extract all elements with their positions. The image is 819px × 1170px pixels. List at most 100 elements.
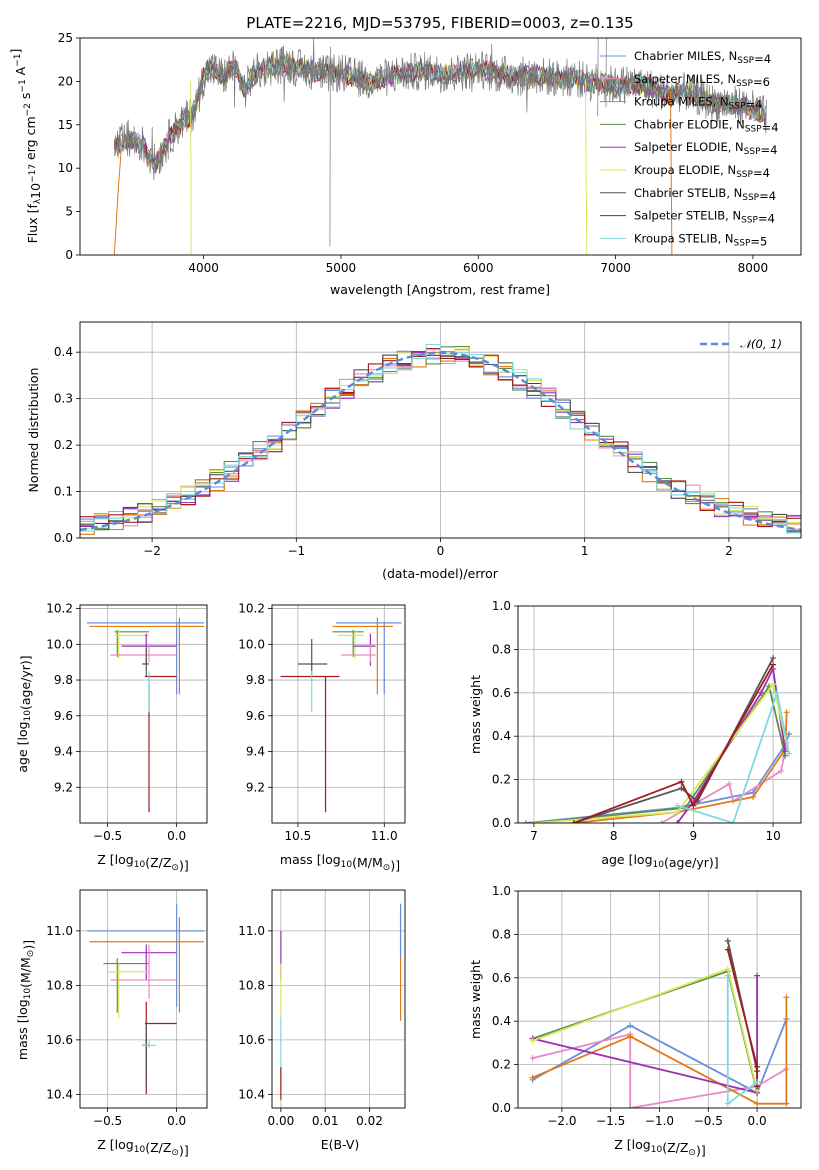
weight-point [674,820,681,823]
panel-6-xlabel: Z [log10(Z/Z⊙)] [97,1137,188,1158]
weight-line-kroupa-elodie [532,968,758,1091]
weight-point [724,966,731,973]
x-tick-label: 0.00 [268,1114,295,1128]
x-tick-label: 0.01 [312,1114,339,1128]
panel-4-xlabel: mass [log10(M/M⊙)] [280,852,400,873]
y-tick-label: 10.6 [238,1033,265,1047]
edge-drop [113,150,122,255]
axes-frame [79,37,802,256]
legend-entry: Kroupa ELODIE, NSSP=4 [634,163,770,180]
edge-drop [670,90,673,255]
panel-6-ylabel: mass [log10(M/M⊙)] [15,940,36,1060]
x-tick-label: 10 [765,829,780,843]
histogram-kroupa-stelib [80,343,801,534]
weight-line-salpeter-miles [532,1033,787,1108]
weight-point [754,1078,761,1085]
y-tick-label: 1.0 [492,884,511,898]
x-tick-label: 7000 [600,261,631,275]
axes-frame [517,890,802,1109]
weight-line-salpeter-stelib [726,949,758,1087]
x-tick-label: −0.5 [694,1114,723,1128]
x-tick-label: −0.5 [93,829,122,843]
panel-3-xlabel: Z [log10(Z/Z⊙)] [97,852,188,873]
x-tick-label: −0.5 [93,1114,122,1128]
y-tick-label: 0.1 [54,485,73,499]
x-tick-label: −1.5 [596,1114,625,1128]
weight-point [724,1100,731,1107]
y-tick-label: 10.4 [46,1087,73,1101]
weight-point [778,767,785,774]
y-tick-label: 10 [58,161,73,175]
spectrum-spike [329,46,331,247]
weight-point [529,1055,536,1062]
x-tick-label: 11.0 [371,829,398,843]
weight-point [674,802,681,809]
age-weight-panel-ylabel: mass weight [468,675,483,754]
weight-point [674,809,681,816]
y-tick-label: 10.8 [46,978,73,992]
spectrum-ylabel: Flux [fλ10−17 erg cm−2 s−1 A−1] [8,49,43,244]
legend-entry: Chabrier STELIB, NSSP=4 [634,186,776,203]
weight-point [627,1105,634,1108]
weight-point [754,1063,761,1070]
weight-point [627,1033,634,1040]
y-tick-label: 0.4 [492,1014,511,1028]
x-tick-label: 8 [610,829,618,843]
y-tick-label: 25 [58,31,73,45]
y-tick-label: 9.8 [246,673,265,687]
y-tick-label: 0.8 [492,642,511,656]
y-tick-label: 9.4 [246,745,265,759]
weight-point [783,994,790,1001]
weight-point [770,655,777,662]
panel-8-xlabel: Z [log10(Z/Z⊙)] [614,1137,705,1158]
normal-curve [80,351,801,532]
y-tick-label: 0.0 [492,1101,511,1115]
histogram-legend: 𝒩(0, 1) [740,337,782,351]
spectrum-title: PLATE=2216, MJD=53795, FIBERID=0003, z=0… [246,14,633,32]
y-tick-label: 10.2 [46,602,73,616]
weight-point [678,785,685,792]
plot-area [80,605,207,823]
y-tick-label: 5 [65,205,73,219]
x-tick-label: 2 [725,544,733,558]
y-tick-label: 9.2 [54,780,73,794]
y-tick-label: 0.2 [54,438,73,452]
weight-point [658,820,665,823]
weight-point [758,689,765,696]
weight-line-salpeter-stelib [573,664,774,823]
weight-point [724,946,731,953]
y-tick-label: 10.4 [238,1087,265,1101]
weight-point [774,689,781,696]
plot-area [272,605,405,823]
spectrum-spike [597,38,599,117]
y-tick-label: 0.2 [492,1058,511,1072]
axes-frame [79,889,208,1109]
panel-5: −0.5 0.0 10.4 10.6 10.8 11.0 [46,889,208,1128]
y-tick-label: 0.8 [492,927,511,941]
panel-3-ylabel: age [log10(age/yr)] [15,655,33,772]
x-tick-label: 0.0 [748,1114,767,1128]
edge-drop [190,81,192,255]
y-tick-label: 0.3 [54,392,73,406]
x-tick-label: 9 [690,829,698,843]
axes-frame [271,604,406,824]
y-tick-label: 9.6 [54,709,73,723]
axes-frame [271,889,406,1109]
x-tick-label: −2.0 [547,1114,576,1128]
y-tick-label: 9.4 [54,745,73,759]
x-tick-label: 8000 [738,261,769,275]
y-tick-label: 9.6 [246,709,265,723]
age-weight-panel: 7 8 9 10 0.0 0.2 0.4 0.6 0.8 1.0 [492,599,802,843]
weight-point [529,1037,536,1044]
panel-7-xlabel: E(B-V) [321,1137,360,1152]
weight-point [529,1074,536,1081]
weight-point [724,972,731,979]
y-tick-label: 0.0 [54,531,73,545]
plot-area [518,891,801,1108]
x-tick-label: −1 [287,544,305,558]
panel-6: 0.00 0.01 0.02 10.4 10.6 10.8 11.0 [238,889,406,1128]
y-tick-label: 11.0 [46,924,73,938]
panel-3: 10.5 11.0 9.2 9.4 9.6 9.8 10.0 10.2 [238,602,406,843]
weight-point [570,820,577,823]
y-tick-label: 0.4 [492,729,511,743]
